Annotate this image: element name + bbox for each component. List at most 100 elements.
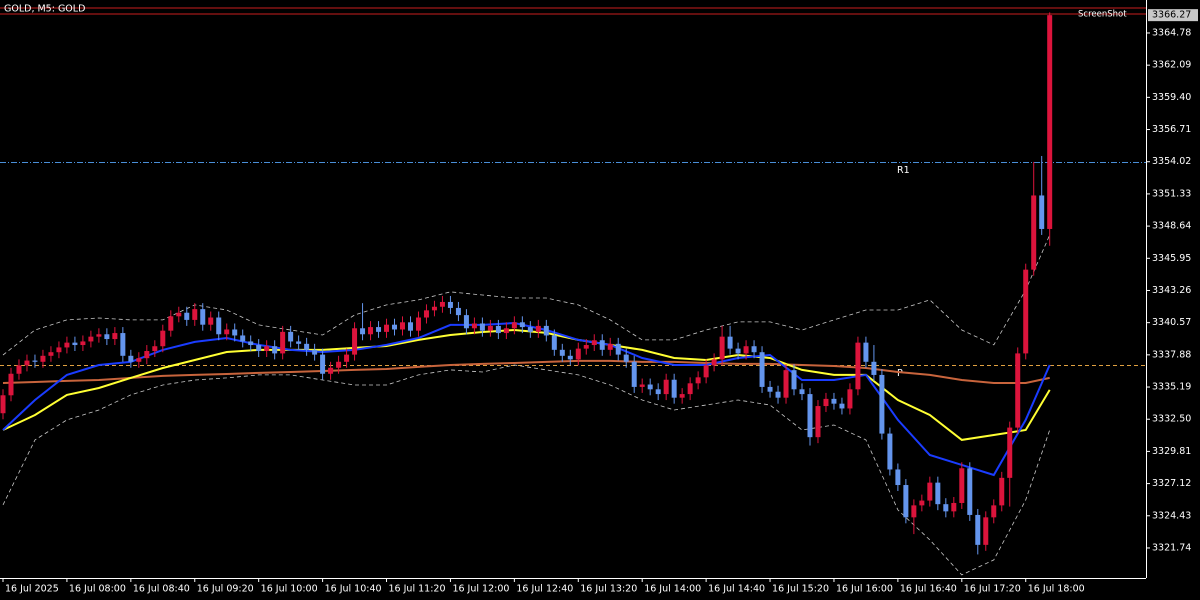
candle-body: [272, 346, 278, 354]
y-tick-label: 3356.71: [1152, 124, 1191, 135]
price-label-box: [1148, 9, 1198, 22]
chart-title: GOLD, M5: GOLD: [4, 4, 85, 15]
candle-body: [783, 370, 789, 398]
candle-body: [711, 359, 717, 366]
candle-body: [847, 389, 853, 409]
candle-body: [192, 309, 198, 320]
candle-body: [64, 342, 70, 348]
candle-body: [543, 325, 549, 336]
x-tick-label: 16 Jul 13:20: [580, 584, 637, 595]
candle-body: [879, 374, 885, 434]
x-tick-label: 16 Jul 16:40: [900, 584, 957, 595]
candle-body: [647, 384, 653, 390]
candle-body: [384, 324, 390, 332]
candle-body: [695, 377, 701, 384]
candle-body: [455, 307, 461, 316]
candle-body: [919, 500, 925, 506]
candle-body: [96, 334, 102, 337]
candle-body: [312, 349, 318, 355]
candle-body: [328, 367, 334, 374]
candle-body: [248, 341, 254, 346]
candle-body: [999, 477, 1005, 506]
candle-body: [360, 328, 366, 335]
candle-body: [991, 505, 997, 518]
candle-body: [352, 328, 358, 355]
candle-body: [152, 346, 158, 352]
x-tick-label: 16 Jul 08:00: [69, 584, 126, 595]
candle-body: [144, 351, 150, 359]
candle-body: [503, 328, 509, 334]
x-tick-label: 16 Jul 14:40: [708, 584, 765, 595]
y-tick-label: 3335.19: [1152, 382, 1191, 393]
candle-body: [160, 330, 166, 347]
candle-body: [304, 343, 310, 350]
candle-body: [951, 502, 957, 512]
candle-body: [815, 406, 821, 438]
candle-body: [839, 403, 845, 409]
candle-body: [767, 386, 773, 392]
candle-body: [400, 322, 405, 330]
candle-body: [336, 361, 342, 368]
candle-body: [48, 352, 54, 356]
candle-body: [1039, 195, 1045, 229]
candle-body: [511, 322, 517, 329]
candle-body: [423, 310, 429, 318]
candle-body: [0, 395, 6, 414]
candle-body: [208, 317, 214, 325]
candle-body: [623, 354, 629, 362]
y-tick-label: 3329.81: [1152, 446, 1191, 457]
x-tick-label: 16 Jul 18:00: [1028, 584, 1085, 595]
watermark: ScreenShot: [1078, 10, 1127, 20]
candle-body: [104, 334, 110, 340]
candle-body: [24, 360, 30, 366]
candle-body: [775, 391, 781, 398]
candle-body: [463, 315, 469, 329]
y-tick-label: 3343.26: [1152, 285, 1191, 296]
candle-body: [855, 342, 861, 390]
level-label: R1: [897, 165, 910, 176]
y-tick-label: 3327.12: [1152, 478, 1191, 489]
y-tick-label: 3345.95: [1152, 253, 1191, 264]
candle-body: [1031, 195, 1037, 270]
candle-body: [759, 352, 765, 387]
candle-body: [519, 322, 525, 328]
y-tick-label: 3351.33: [1152, 188, 1191, 199]
candle-body: [1007, 427, 1013, 478]
candle-body: [671, 379, 677, 398]
candle-body: [807, 394, 813, 438]
candle-body: [727, 336, 733, 349]
y-tick-label: 3337.88: [1152, 349, 1191, 360]
candle-body: [439, 301, 445, 307]
x-tick-label: 16 Jul 09:20: [197, 584, 254, 595]
candle-body: [583, 345, 589, 349]
candle-body: [927, 482, 933, 501]
y-tick-label: 3324.43: [1152, 510, 1191, 521]
candle-body: [280, 331, 286, 354]
candle-body: [320, 354, 326, 374]
candle-body: [128, 355, 134, 362]
candle-body: [935, 482, 941, 505]
candle-body: [447, 301, 453, 308]
candle-body: [903, 485, 909, 518]
candle-body: [567, 355, 573, 360]
x-tick-label: 16 Jul 17:20: [964, 584, 1021, 595]
x-tick-label: 16 Jul 14:00: [644, 584, 701, 595]
candle-body: [679, 394, 685, 398]
candle-body: [240, 335, 246, 342]
candle-body: [895, 469, 901, 486]
x-tick-label: 16 Jul 12:00: [452, 584, 509, 595]
candle-body: [1047, 15, 1053, 229]
y-tick-label: 3364.78: [1152, 27, 1191, 38]
candle-body: [871, 361, 877, 375]
candle-body: [975, 514, 981, 545]
candle-body: [983, 517, 989, 545]
candle-body: [655, 389, 661, 395]
candle-body: [184, 312, 190, 320]
x-tick-label: 16 Jul 16:00: [836, 584, 893, 595]
candle-body: [224, 329, 230, 335]
candle-body: [296, 341, 302, 344]
y-tick-label: 3362.09: [1152, 60, 1191, 71]
candle-body: [479, 323, 485, 331]
x-tick-label: 16 Jul 2025: [5, 584, 59, 595]
